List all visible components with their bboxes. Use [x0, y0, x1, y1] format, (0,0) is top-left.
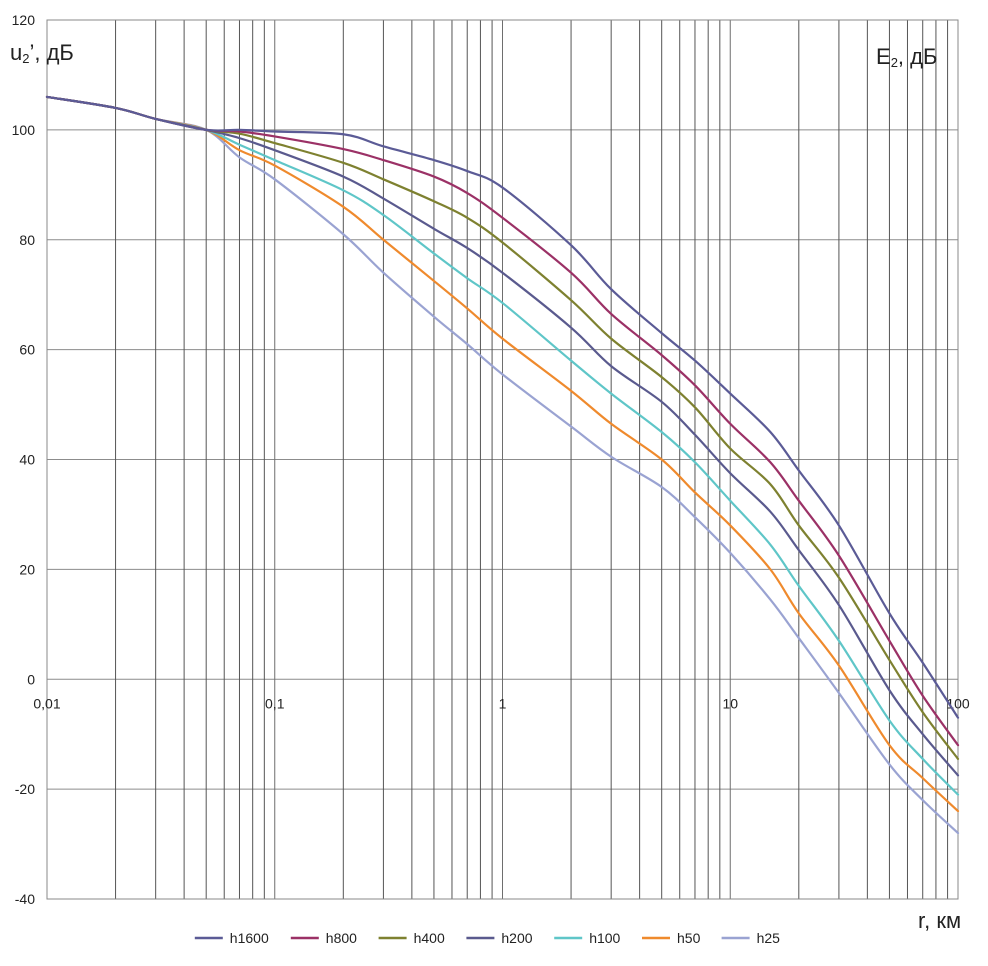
- series-line-h100: [45, 95, 960, 796]
- y-axis-right-title-tail: , дБ: [898, 44, 938, 69]
- legend-item-h25: h25: [721, 930, 781, 946]
- y-axis-right-title-main: E: [876, 44, 891, 69]
- grid: [46, 19, 958, 900]
- x-tick-label: 1: [499, 695, 507, 711]
- plot-area-border: [46, 19, 959, 900]
- legend-item-h400: h400: [378, 930, 445, 946]
- y-axis-title-tail: ’, дБ: [29, 40, 73, 65]
- series-lines: [45, 95, 960, 835]
- legend-item-h1600: h1600: [194, 930, 269, 946]
- series-line-h50: [45, 95, 960, 813]
- legend-item-h200: h200: [466, 930, 533, 946]
- legend: h1600 h800 h400 h200 h100 h50 h25: [194, 930, 781, 946]
- x-tick-label: 0,01: [33, 695, 60, 711]
- y-tick-label: -40: [15, 891, 35, 907]
- legend-label: h1600: [230, 930, 269, 946]
- y-axis-right-title-subscript: 2: [891, 55, 898, 70]
- y-axis-right-title: E2, дБ: [876, 44, 937, 70]
- legend-label: h800: [326, 930, 357, 946]
- legend-item-h800: h800: [290, 930, 357, 946]
- y-axis-title: u2’, дБ: [10, 40, 74, 66]
- series-line-h200: [45, 95, 960, 777]
- y-tick-label: 0: [27, 671, 35, 687]
- y-axis-title-main: u: [10, 40, 22, 65]
- legend-label: h50: [677, 930, 701, 946]
- legend-item-h100: h100: [554, 930, 621, 946]
- y-tick-label: 40: [19, 452, 35, 468]
- y-tick-label: 60: [19, 342, 35, 358]
- y-tick-label: 120: [12, 12, 36, 28]
- x-tick-label: 0,1: [265, 695, 285, 711]
- series-line-h1600: [45, 95, 960, 719]
- x-axis-title: r, км: [918, 908, 961, 933]
- series-line-h25: [45, 95, 960, 835]
- y-tick-label: -20: [15, 781, 35, 797]
- y-tick-label: 100: [12, 122, 36, 138]
- legend-label: h200: [501, 930, 532, 946]
- legend-item-h50: h50: [642, 930, 701, 946]
- y-tick-label: 20: [19, 561, 35, 577]
- legend-label: h100: [589, 930, 620, 946]
- legend-label: h400: [414, 930, 445, 946]
- y-tick-label: 80: [19, 232, 35, 248]
- x-tick-label: 10: [722, 695, 738, 711]
- legend-label: h25: [757, 930, 781, 946]
- y-axis-title-subscript: 2: [22, 51, 29, 66]
